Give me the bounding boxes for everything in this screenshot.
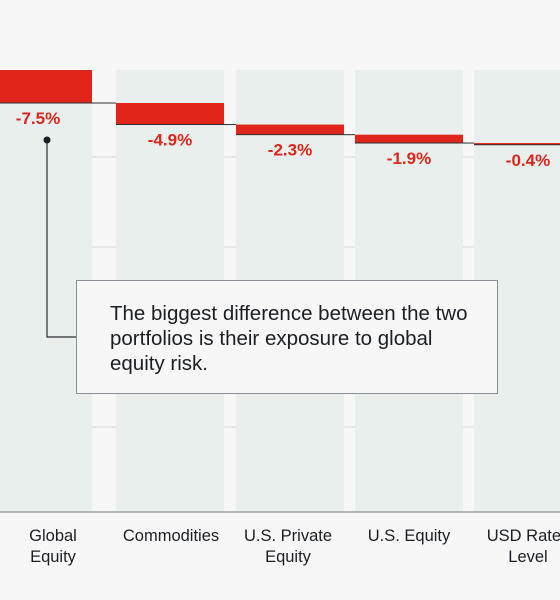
x-tick-label-5: USD RatesLevel: [487, 527, 560, 566]
callout-leader-dot: [43, 136, 51, 144]
x-tick-label-1: Global Equity: [29, 527, 77, 566]
bar-2: [116, 103, 224, 125]
data-label-2: -4.9%: [148, 131, 192, 150]
data-label-4: -1.9%: [387, 149, 431, 168]
data-label-3: -2.3%: [268, 141, 312, 160]
callout-leader-line: [46, 140, 76, 338]
bar-3: [236, 124, 344, 135]
bar-4: [355, 134, 463, 144]
annotation-callout: The biggest difference between the two p…: [76, 280, 498, 394]
bar-5: [474, 143, 560, 145]
x-tick-label-4: U.S. Equity: [368, 527, 451, 545]
bar-1: [0, 70, 92, 103]
x-tick-label-2: Commodities: [123, 527, 219, 545]
x-tick-label-3: U.S. Private Equity: [244, 527, 332, 566]
data-label-1: -7.5%: [16, 109, 60, 128]
data-label-5: -0.4%: [506, 151, 550, 170]
